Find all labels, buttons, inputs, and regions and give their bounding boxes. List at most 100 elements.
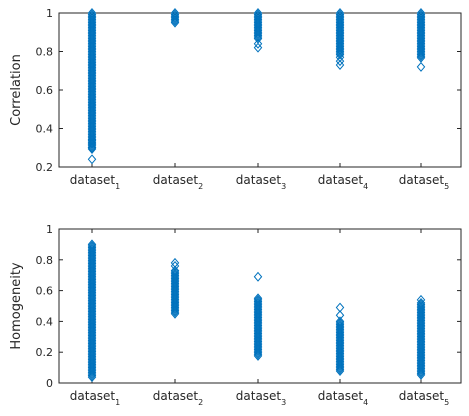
y-axis-label: Correlation — [9, 54, 24, 126]
series-dataset-5 — [416, 8, 426, 72]
data-point — [87, 368, 97, 379]
data-point — [253, 344, 263, 355]
data-point — [170, 12, 180, 23]
y-tick-label: 1 — [46, 7, 53, 20]
x-tick-label-base: dataset — [318, 389, 364, 403]
data-point-outlier — [170, 257, 180, 268]
series-dataset-4 — [335, 302, 345, 376]
data-point — [253, 349, 263, 360]
series-dataset-5 — [416, 294, 426, 380]
data-point — [87, 367, 97, 378]
data-point-outlier — [253, 42, 263, 53]
y-tick-label: 0 — [46, 377, 53, 390]
data-point — [335, 44, 345, 55]
y-tick-label: 0.6 — [36, 84, 54, 97]
x-tick-label-subscript: 1 — [115, 398, 120, 407]
y-tick-label: 0.2 — [36, 346, 54, 359]
x-tick-label: dataset5 — [399, 389, 449, 407]
data-point-outlier — [335, 60, 345, 70]
data-point — [416, 48, 426, 58]
x-tick-label-base: dataset — [236, 173, 282, 187]
x-tick-label: dataset2 — [153, 389, 203, 407]
data-point — [335, 46, 345, 57]
data-point — [335, 362, 345, 373]
x-tick-label: dataset1 — [70, 389, 120, 407]
x-tick-label-base: dataset — [318, 173, 364, 187]
x-tick-label: dataset5 — [399, 173, 449, 191]
data-point — [335, 361, 345, 372]
data-point-outlier — [335, 52, 345, 63]
series-dataset-4 — [335, 8, 345, 70]
x-tick-label: dataset3 — [236, 389, 286, 407]
series-dataset-1 — [87, 239, 97, 383]
data-point — [87, 144, 97, 154]
y-tick-label: 1 — [46, 223, 53, 236]
data-point-outlier — [87, 154, 97, 165]
x-tick-label-subscript: 2 — [198, 398, 203, 407]
data-point — [170, 302, 180, 313]
x-tick-label-subscript: 5 — [444, 182, 449, 191]
data-point — [335, 359, 345, 370]
data-point — [253, 347, 263, 358]
plot-area — [58, 228, 462, 384]
data-point-outlier — [335, 302, 345, 313]
data-point — [170, 304, 180, 314]
x-tick-label-subscript: 5 — [444, 398, 449, 407]
x-tick-label-subscript: 4 — [363, 182, 368, 191]
x-tick-label-subscript: 3 — [281, 398, 286, 407]
x-tick-label: dataset1 — [70, 173, 120, 191]
data-point — [416, 46, 426, 57]
y-tick-label: 0.2 — [36, 161, 54, 174]
data-point-outlier — [335, 56, 345, 67]
x-tick-label-base: dataset — [70, 173, 116, 187]
x-tick-label-base: dataset — [153, 389, 199, 403]
data-point — [170, 305, 180, 316]
data-point-outlier — [87, 142, 97, 153]
data-point — [253, 350, 263, 361]
x-tick-label-base: dataset — [153, 173, 199, 187]
x-tick-label-base: dataset — [399, 173, 445, 187]
data-point — [253, 28, 263, 39]
data-point — [335, 366, 345, 376]
data-point — [416, 49, 426, 60]
data-point — [253, 346, 263, 357]
data-point — [416, 368, 426, 379]
y-tick-label: 0.8 — [36, 46, 54, 59]
x-tick-label-base: dataset — [399, 389, 445, 403]
x-tick-label-subscript: 4 — [363, 398, 368, 407]
data-point — [416, 363, 426, 374]
data-point — [416, 51, 426, 62]
data-point-outlier — [253, 271, 263, 282]
data-point — [170, 11, 180, 22]
x-tick-label-base: dataset — [70, 389, 116, 403]
x-tick-label: dataset4 — [318, 173, 368, 191]
data-point-outlier — [416, 294, 426, 305]
data-point-outlier — [87, 138, 97, 149]
data-point — [87, 372, 97, 383]
data-point-outlier — [253, 38, 263, 49]
data-point — [416, 365, 426, 376]
series-dataset-2 — [170, 8, 180, 28]
data-point — [253, 27, 263, 38]
x-tick-label-subscript: 1 — [115, 182, 120, 191]
data-point-outlier — [87, 135, 97, 146]
y-tick-label: 0.6 — [36, 285, 54, 298]
data-point — [170, 17, 180, 28]
data-point — [87, 140, 97, 151]
series-dataset-3 — [253, 271, 263, 361]
data-point — [170, 16, 180, 26]
data-point — [335, 364, 345, 375]
data-point-outlier — [335, 310, 345, 321]
x-tick-label-base: dataset — [236, 389, 282, 403]
y-tick-label: 0.8 — [36, 254, 54, 267]
x-tick-label: dataset2 — [153, 173, 203, 191]
series-dataset-3 — [253, 8, 263, 53]
data-point — [87, 370, 97, 381]
series-dataset-1 — [87, 8, 97, 165]
data-point-outlier — [87, 239, 97, 250]
x-tick-label: dataset4 — [318, 389, 368, 407]
y-tick-label: 0.4 — [36, 315, 54, 328]
data-point — [87, 365, 97, 376]
data-point — [416, 366, 426, 377]
